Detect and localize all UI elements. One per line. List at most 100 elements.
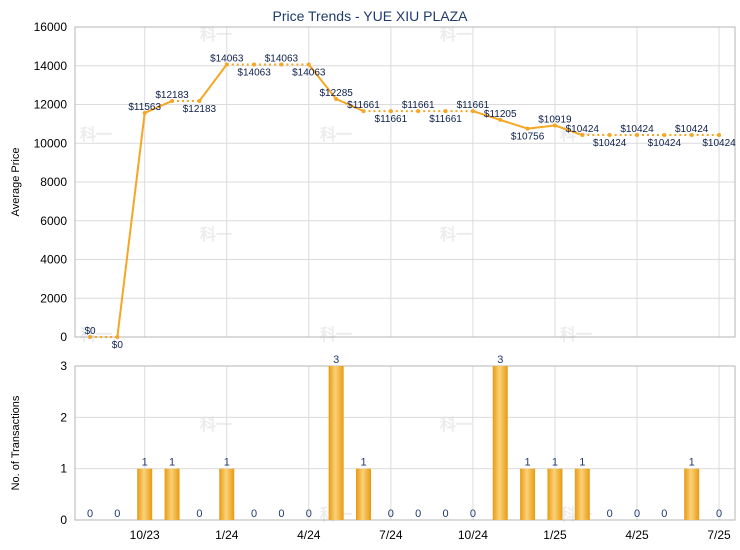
price-point <box>552 123 557 128</box>
price-data-label: $10424 <box>675 124 709 135</box>
transactions-bars <box>137 366 700 520</box>
transactions-count-label: 0 <box>634 508 640 520</box>
transactions-count-label: 0 <box>196 508 202 520</box>
price-line-segment <box>198 63 228 102</box>
price-point <box>689 133 694 138</box>
transactions-y-tick: 2 <box>60 410 67 424</box>
price-data-label: $12183 <box>183 104 217 115</box>
price-point <box>252 62 257 67</box>
price-line-segment <box>472 110 501 121</box>
x-tick-label: 10/23 <box>130 528 160 542</box>
price-point <box>334 96 339 101</box>
price-point <box>224 62 229 67</box>
transactions-count-label: 0 <box>388 508 394 520</box>
price-line-segment <box>527 124 556 130</box>
transactions-count-label: 3 <box>333 354 339 366</box>
watermark-text: 科一 <box>200 25 232 44</box>
price-y-tick: 2000 <box>40 291 67 305</box>
price-point <box>388 109 393 114</box>
watermark-text: 科一 <box>80 125 112 144</box>
transactions-bar <box>520 468 536 520</box>
price-point <box>416 109 421 114</box>
transactions-bar <box>164 468 180 520</box>
price-point <box>88 335 92 339</box>
watermark-text: 科一 <box>320 325 352 344</box>
transactions-count-label: 0 <box>607 508 613 520</box>
transactions-count-label: 0 <box>87 508 93 520</box>
price-point <box>279 62 284 67</box>
transactions-count-label: 0 <box>114 508 120 520</box>
transactions-count-label: 3 <box>497 354 503 366</box>
price-line-segment <box>116 112 146 338</box>
price-data-label: $10424 <box>566 124 600 135</box>
watermark-text: 科一 <box>80 325 112 344</box>
watermark-text: 科一 <box>440 225 472 244</box>
transactions-count-label: 1 <box>579 457 585 469</box>
x-tick-label: 4/25 <box>625 528 649 542</box>
transactions-count-label: 1 <box>224 457 230 469</box>
price-y-axis-title: Average Price <box>10 148 22 217</box>
price-data-label: $12183 <box>155 90 189 101</box>
transactions-data-labels: 0 0 1 1 0 1 0 0 0 3 1 0 0 0 0 3 1 1 1 0 0 0 1 0 <box>87 354 722 520</box>
price-data-label: $10424 <box>593 138 627 149</box>
price-y-tick: 0 <box>60 330 67 344</box>
price-point <box>470 109 475 114</box>
x-tick-label: 1/24 <box>215 528 239 542</box>
x-tick-label: 4/24 <box>297 528 321 542</box>
transactions-y-tick: 3 <box>60 359 67 373</box>
price-line-segment <box>499 118 528 130</box>
transactions-count-label: 1 <box>169 457 175 469</box>
price-data-label: $14063 <box>265 54 299 65</box>
x-tick-label: 10/24 <box>458 528 488 542</box>
transactions-bar <box>547 468 563 520</box>
watermark-text: 科一 <box>200 415 232 434</box>
price-point <box>197 98 202 103</box>
transactions-count-label: 0 <box>661 508 667 520</box>
price-point <box>115 335 120 339</box>
watermark-text: 科一 <box>200 225 232 244</box>
watermark-text: 科一 <box>440 415 472 434</box>
price-data-label: $0 <box>112 340 124 351</box>
price-point <box>607 133 612 138</box>
price-point <box>525 126 530 131</box>
transactions-count-label: 0 <box>470 508 476 520</box>
watermark-text: 科一 <box>440 25 472 44</box>
chart-title: Price Trends - YUE XIU PLAZA <box>272 8 468 24</box>
price-point <box>170 98 175 103</box>
price-data-label: $11661 <box>402 100 435 111</box>
price-data-labels: $0$0$11563$12183$12183$14063$14063$14063… <box>84 54 736 351</box>
price-point <box>498 117 503 122</box>
price-data-label: $14063 <box>210 54 244 65</box>
transactions-count-label: 0 <box>415 508 421 520</box>
price-data-label: $11661 <box>347 100 380 111</box>
price-y-tick: 10000 <box>34 136 68 150</box>
price-data-label: $10424 <box>648 138 682 149</box>
transactions-y-axis-title: No. of Transactions <box>10 395 22 490</box>
transactions-bar <box>137 468 153 520</box>
x-tick-label: 1/25 <box>543 528 567 542</box>
price-line-segment <box>144 100 173 114</box>
x-tick-label: 7/25 <box>707 528 731 542</box>
transactions-count-label: 1 <box>142 457 148 469</box>
price-data-label: $10756 <box>511 132 545 143</box>
transactions-bar <box>684 468 700 520</box>
price-point <box>662 133 667 138</box>
transactions-count-label: 1 <box>689 457 695 469</box>
price-point <box>580 133 585 138</box>
transactions-bar <box>356 468 371 520</box>
transactions-count-label: 1 <box>360 457 366 469</box>
price-series <box>88 62 722 339</box>
price-data-label: $10424 <box>620 124 654 135</box>
transactions-y-tick: 1 <box>60 462 67 476</box>
price-point <box>142 110 147 115</box>
transactions-y-tick: 0 <box>60 513 67 527</box>
price-plot-frame <box>74 26 736 338</box>
transactions-bar <box>492 366 508 520</box>
price-data-label: $11205 <box>484 109 517 120</box>
transactions-count-label: 0 <box>716 508 722 520</box>
transactions-plot-frame <box>74 365 736 521</box>
price-point <box>306 62 311 67</box>
transactions-count-label: 1 <box>552 457 558 469</box>
transactions-count-label: 0 <box>278 508 284 520</box>
